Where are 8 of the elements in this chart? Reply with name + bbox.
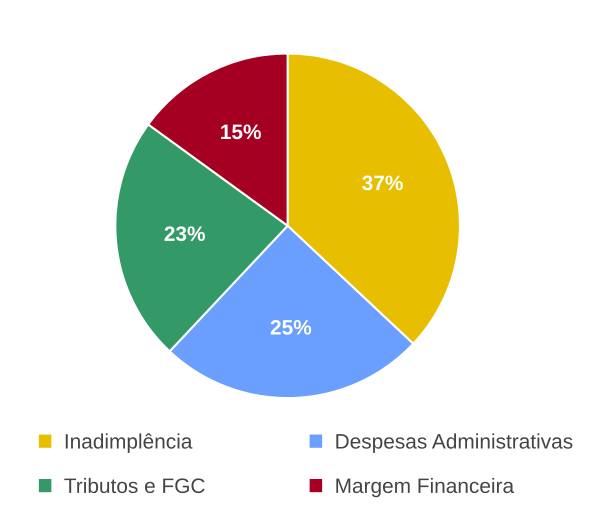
data-label: 23% xyxy=(164,226,205,242)
data-label: 15% xyxy=(221,124,261,140)
legend-label: Despesas Administrativas xyxy=(336,433,572,453)
legend-label: Inadimplência xyxy=(66,433,192,453)
data-label: 37% xyxy=(362,176,403,190)
data-label: 25% xyxy=(270,320,312,335)
legend-label: Margem Financeira xyxy=(336,478,514,498)
legend-label: Tributos e FGC xyxy=(64,478,205,494)
